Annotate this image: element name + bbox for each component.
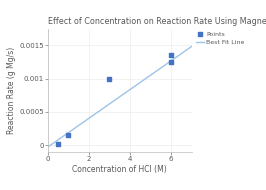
Points: [169, 60, 173, 63]
Legend: Points, Best Fit Line: Points, Best Fit Line: [196, 32, 244, 45]
Points: [56, 142, 60, 145]
Points: [107, 77, 111, 80]
Text: Effect of Concentration on Reaction Rate Using Magnesium and Hydrochloric Acid: Effect of Concentration on Reaction Rate…: [48, 17, 266, 26]
Points: [66, 134, 70, 137]
X-axis label: Concentration of HCl (M): Concentration of HCl (M): [72, 165, 167, 174]
Y-axis label: Reaction Rate (g Mg/s): Reaction Rate (g Mg/s): [7, 47, 16, 134]
Points: [169, 54, 173, 57]
